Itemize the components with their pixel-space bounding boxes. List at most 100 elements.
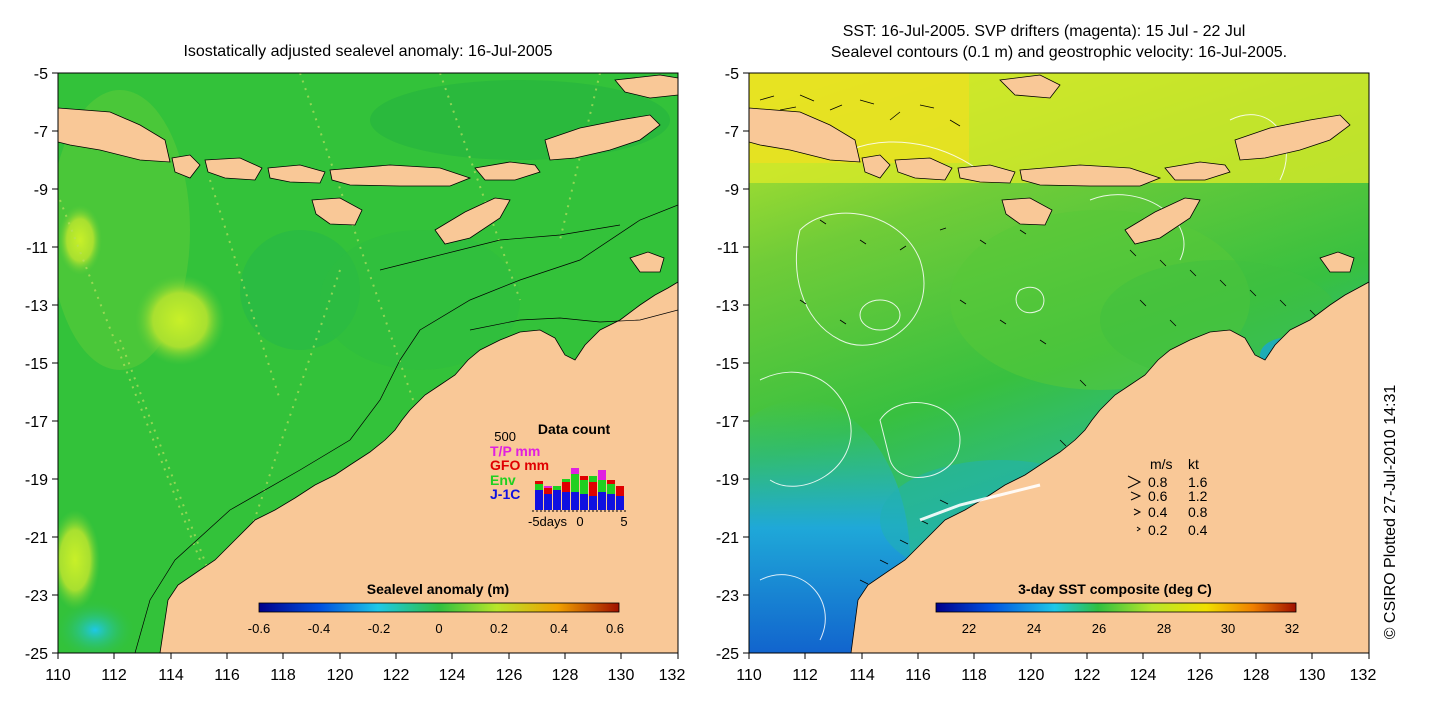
- y-tick-label: -9: [725, 182, 739, 199]
- velocity-arrow-0.2: [1136, 526, 1141, 532]
- x-tick-label: 112: [792, 667, 818, 684]
- x-tick-label: 128: [1243, 667, 1270, 684]
- velocity-legend-ms: 0.4: [1148, 504, 1168, 520]
- right-panel-title-line2: Sealevel contours (0.1 m) and geostrophi…: [831, 44, 1287, 61]
- y-tick-label: -25: [25, 646, 48, 663]
- y-tick-label: -25: [716, 646, 739, 663]
- sst-colorbar-tick: 32: [1285, 621, 1299, 636]
- sla-colorbar-bar: [258, 602, 620, 613]
- data-count-max-label: 500: [494, 429, 516, 444]
- sla-colorbar-tick: -0.4: [308, 621, 330, 636]
- x-tick-label: 126: [496, 667, 523, 684]
- sst-colorbar-tick: 30: [1221, 621, 1235, 636]
- y-tick-label: -15: [716, 356, 739, 373]
- x-tick-label: 124: [1130, 667, 1157, 684]
- data-count-x-start: -5days: [528, 514, 568, 529]
- sst-colorbar-tick: 28: [1157, 621, 1171, 636]
- x-tick-label: 120: [1018, 667, 1045, 684]
- velocity-legend: m/s kt 0.8 1.6 0.6 1.2 0.4 0.8 0.2 0.4: [1127, 456, 1208, 538]
- x-tick-label: 114: [849, 667, 875, 684]
- left-x-axis: 110 112 114 116 118 120 122 124 126 128 …: [45, 653, 685, 684]
- left-panel-title: Isostatically adjusted sealevel anomaly:…: [183, 43, 552, 60]
- land-islands-north: [58, 74, 678, 273]
- y-tick-label: -15: [25, 356, 48, 373]
- right-map-area: [749, 73, 1369, 653]
- legend-env: Env: [490, 472, 516, 488]
- negative-anomaly-blob: [58, 600, 135, 653]
- credit-text: © CSIRO Plotted 27-Jul-2010 14:31: [1382, 385, 1399, 640]
- x-tick-label: 122: [1074, 667, 1101, 684]
- altimeter-tracks: [59, 73, 601, 653]
- y-tick-label: -17: [716, 414, 739, 431]
- velocity-arrow-0.4: [1133, 508, 1142, 516]
- x-tick-label: 116: [214, 667, 240, 684]
- sst-colorbar-title: 3-day SST composite (deg C): [1018, 581, 1212, 597]
- sla-colorbar-tick: 0.4: [550, 621, 568, 636]
- left-map-panel: Isostatically adjusted sealevel anomaly:…: [25, 43, 686, 684]
- y-tick-label: -21: [25, 530, 48, 547]
- y-tick-label: -7: [34, 124, 48, 141]
- sla-colorbar-tick: -0.6: [248, 621, 270, 636]
- x-tick-label: 120: [327, 667, 354, 684]
- right-y-axis: -5 -7 -9 -11 -13 -15 -17 -19 -21 -23 -25: [716, 66, 749, 663]
- velocity-legend-ms: 0.2: [1148, 522, 1168, 538]
- legend-gfo: GFO mm: [490, 457, 549, 473]
- x-tick-label: 124: [439, 667, 466, 684]
- x-tick-label: 130: [608, 667, 635, 684]
- left-map-area: [58, 73, 678, 653]
- data-count-inset: Data count 500 T/P mm GFO mm Env J-1C -5…: [490, 421, 628, 529]
- x-tick-label: 122: [383, 667, 410, 684]
- x-tick-label: 130: [1299, 667, 1326, 684]
- x-tick-label: 118: [961, 667, 987, 684]
- land-islands-north-right: [749, 74, 1355, 273]
- velocity-legend-kt: 0.8: [1188, 504, 1208, 520]
- data-count-bars: [535, 468, 624, 510]
- sla-colorbar-tick: 0: [435, 621, 442, 636]
- y-tick-label: -5: [725, 66, 739, 83]
- y-tick-label: -13: [716, 298, 739, 315]
- sla-colorbar-tick: -0.2: [368, 621, 390, 636]
- velocity-legend-kt-header: kt: [1188, 456, 1199, 472]
- sst-colorbar-bar: [935, 602, 1297, 613]
- x-tick-label: 116: [905, 667, 931, 684]
- data-count-title: Data count: [538, 421, 611, 437]
- velocity-legend-kt: 1.2: [1188, 488, 1208, 504]
- sla-colorbar-tick: 0.2: [490, 621, 508, 636]
- land-australia: [159, 281, 678, 653]
- y-tick-label: -11: [717, 240, 739, 257]
- y-tick-label: -17: [25, 414, 48, 431]
- x-tick-label: 132: [1350, 667, 1377, 684]
- sla-colorbar-tick: 0.6: [606, 621, 624, 636]
- sst-colorbar-tick: 26: [1092, 621, 1106, 636]
- y-tick-label: -23: [25, 588, 48, 605]
- y-tick-label: -7: [725, 124, 739, 141]
- sst-colorbar-tick: 22: [962, 621, 976, 636]
- velocity-arrow-0.8: [1127, 475, 1142, 489]
- y-tick-label: -11: [26, 240, 48, 257]
- y-tick-label: -9: [34, 182, 48, 199]
- velocity-legend-ms: 0.6: [1148, 488, 1168, 504]
- left-y-axis: -5 -7 -9 -11 -13 -15 -17 -19 -21 -23 -25: [25, 66, 58, 663]
- sla-colorbar-title: Sealevel anomaly (m): [367, 581, 509, 597]
- x-tick-label: 118: [270, 667, 296, 684]
- positive-anomaly-blob: [135, 275, 225, 365]
- legend-tp: T/P mm: [490, 443, 540, 459]
- velocity-legend-kt: 0.4: [1188, 522, 1208, 538]
- x-tick-label: 110: [45, 667, 71, 684]
- y-tick-label: -13: [25, 298, 48, 315]
- x-tick-label: 128: [552, 667, 579, 684]
- right-panel-title-line1: SST: 16-Jul-2005. SVP drifters (magenta)…: [843, 23, 1246, 40]
- velocity-legend-kt: 1.6: [1188, 474, 1208, 490]
- x-tick-label: 112: [101, 667, 127, 684]
- sla-colorbar: Sealevel anomaly (m) -0.6 -0.4 -0.2 0 0.…: [248, 581, 624, 636]
- y-tick-label: -19: [716, 472, 739, 489]
- sst-colorbar: 3-day SST composite (deg C) 22 24 26 28 …: [935, 581, 1299, 636]
- y-tick-label: -19: [25, 472, 48, 489]
- legend-j1c: J-1C: [490, 486, 520, 502]
- bathymetry-contours: [134, 204, 678, 653]
- velocity-legend-ms-header: m/s: [1150, 456, 1173, 472]
- data-count-x-end: 5: [620, 514, 627, 529]
- x-tick-label: 126: [1187, 667, 1214, 684]
- data-count-x-mid: 0: [576, 514, 583, 529]
